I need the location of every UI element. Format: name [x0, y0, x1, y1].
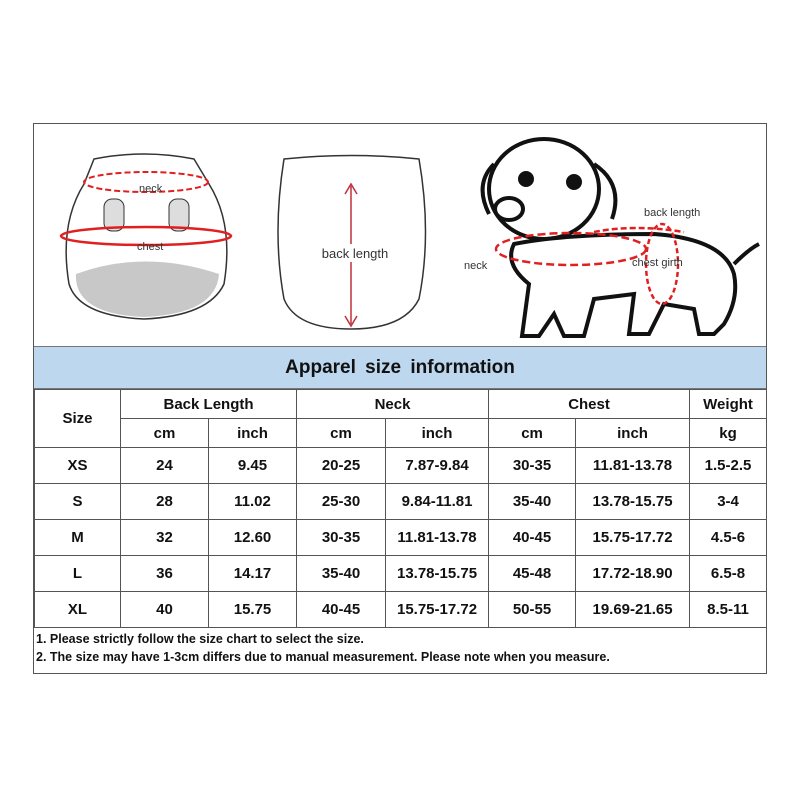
- unit-header: kg: [689, 418, 768, 448]
- value-cell: 13.78-15.75: [575, 483, 691, 520]
- size-cell: M: [34, 519, 121, 556]
- size-cell: L: [34, 555, 121, 592]
- unit-header: cm: [296, 418, 387, 448]
- value-cell: 6.5-8: [689, 555, 768, 592]
- value-cell: 40-45: [488, 519, 577, 556]
- size-cell: XL: [34, 591, 121, 628]
- value-cell: 35-40: [488, 483, 577, 520]
- note-1: 1. Please strictly follow the size chart…: [36, 632, 364, 646]
- value-cell: 50-55: [488, 591, 577, 628]
- table-row: XL 40 15.75 40-45 15.75-17.72 50-55 19.69-21.6…: [34, 591, 768, 628]
- value-cell: 3-4: [689, 483, 768, 520]
- value-cell: 9.45: [207, 447, 298, 484]
- size-cell: XS: [34, 447, 121, 484]
- neck-label: neck: [139, 183, 163, 195]
- value-cell: 8.5-11: [689, 591, 768, 628]
- value-cell: 40-45: [296, 591, 387, 628]
- size-header: Size: [34, 389, 121, 448]
- value-cell: 11.02: [207, 483, 298, 520]
- back-length-header: Back Length: [119, 389, 298, 419]
- value-cell: 30-35: [488, 447, 577, 484]
- unit-header: cm: [120, 418, 209, 448]
- unit-header: inch: [385, 418, 490, 448]
- garment-front-illustration: neck chest: [59, 153, 233, 320]
- value-cell: 11.81-13.78: [385, 519, 490, 556]
- dog-illustration: [480, 137, 760, 338]
- table-row: XS 24 9.45 20-25 7.87-9.84 30-35 11.81-13.78 1.…: [34, 447, 768, 484]
- measurement-illustrations: neck chest back length back length neck …: [59, 137, 760, 338]
- unit-header: cm: [488, 418, 577, 448]
- value-cell: 35-40: [296, 555, 387, 592]
- value-cell: 36: [120, 555, 209, 592]
- value-cell: 30-35: [296, 519, 387, 556]
- value-cell: 15.75: [207, 591, 298, 628]
- garment-back-illustration: back length: [277, 154, 427, 330]
- weight-header: Weight: [689, 389, 768, 419]
- back-length-label: back length: [322, 246, 389, 261]
- value-cell: 28: [120, 483, 209, 520]
- value-cell: 9.84-11.81: [385, 483, 490, 520]
- neck-header: Neck: [296, 389, 490, 419]
- dog-back-length-label: back length: [644, 207, 700, 219]
- size-cell: S: [34, 483, 121, 520]
- value-cell: 15.75-17.72: [385, 591, 490, 628]
- value-cell: 24: [120, 447, 209, 484]
- value-cell: 32: [120, 519, 209, 556]
- value-cell: 19.69-21.65: [575, 591, 691, 628]
- value-cell: 45-48: [488, 555, 577, 592]
- size-table: Size Back Length Neck Chest Weight cm inc…: [34, 389, 768, 628]
- unit-header: inch: [207, 418, 298, 448]
- table-row: L 36 14.17 35-40 13.78-15.75 45-48 17.72-18.90…: [34, 555, 768, 592]
- table-row: S 28 11.02 25-30 9.84-11.81 35-40 13.78-15.75 3…: [34, 483, 768, 520]
- table-row: M 32 12.60 30-35 11.81-13.78 40-45 15.75-17.72…: [34, 519, 768, 556]
- unit-header: inch: [575, 418, 691, 448]
- chest-header: Chest: [488, 389, 691, 419]
- value-cell: 13.78-15.75: [385, 555, 490, 592]
- note-2: 2. The size may have 1-3cm differs due t…: [36, 650, 610, 664]
- value-cell: 17.72-18.90: [575, 555, 691, 592]
- value-cell: 1.5-2.5: [689, 447, 768, 484]
- value-cell: 15.75-17.72: [575, 519, 691, 556]
- value-cell: 40: [120, 591, 209, 628]
- table-title: Apparel size information: [34, 346, 766, 389]
- notes: 1. Please strictly follow the size chart…: [36, 630, 610, 666]
- value-cell: 14.17: [207, 555, 298, 592]
- value-cell: 11.81-13.78: [575, 447, 691, 484]
- chest-label: chest: [137, 241, 163, 253]
- size-chart: neck chest back length back length neck …: [33, 123, 768, 674]
- value-cell: 20-25: [296, 447, 387, 484]
- dog-neck-label: neck: [464, 260, 488, 272]
- dog-measure-marks: [494, 222, 685, 306]
- dog-chest-girth-label: chest girth: [632, 257, 683, 269]
- value-cell: 12.60: [207, 519, 298, 556]
- value-cell: 25-30: [296, 483, 387, 520]
- value-cell: 7.87-9.84: [385, 447, 490, 484]
- value-cell: 4.5-6: [689, 519, 768, 556]
